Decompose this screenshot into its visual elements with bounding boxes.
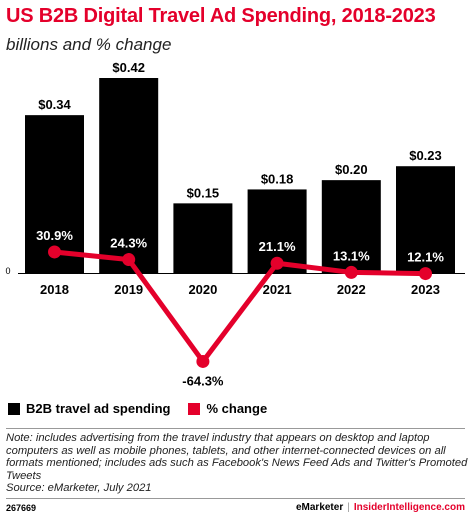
note-text: Note: includes advertising from the trav… [6,432,468,482]
x-tick-2020: 2020 [188,282,217,297]
legend-item-spending: B2B travel ad spending [8,401,170,416]
brand-name: eMarketer [295,502,344,513]
brand-site: InsiderIntelligence.com [353,502,465,513]
footer-divider [6,498,465,499]
legend-swatch-spending [8,402,20,415]
legend-label-change: % change [206,401,268,416]
change-point-2022 [344,265,358,279]
bar-label-2019: $0.42 [112,60,145,75]
change-label-2023: 12.1% [407,250,444,265]
bar-label-2022: $0.20 [335,162,368,177]
bar-label-2018: $0.34 [38,97,71,112]
footer-brand: eMarketer | InsiderIntelligence.com [296,502,465,513]
change-label-2022: 13.1% [333,248,370,263]
change-point-2019 [122,253,136,267]
chart-id: 267669 [6,503,37,513]
change-label-2019: 24.3% [110,236,147,251]
bar-label-2020: $0.15 [187,185,220,200]
legend-item-change: % change [188,401,267,416]
chart-title: US B2B Digital Travel Ad Spending, 2018-… [6,5,436,27]
change-point-2018 [48,245,61,259]
change-point-2020 [196,354,210,368]
change-line [54,249,426,364]
x-tick-2019: 2019 [114,282,143,297]
change-label-2021: 21.1% [259,239,296,254]
bar-2022 [321,180,381,273]
change-label-2018: 30.9% [36,228,73,243]
brand-separator: | [347,502,350,513]
bar-label-2023: $0.23 [409,148,442,163]
bar-2023 [396,166,455,273]
zero-label: 0 [5,266,10,276]
x-tick-2023: 2023 [411,282,440,297]
footnote: Note: includes advertising from the trav… [6,432,468,495]
x-tick-2022: 2022 [337,282,366,297]
chart-subtitle: billions and % change [6,35,172,54]
note-divider [6,428,465,429]
change-point-2021 [270,256,284,270]
legend-label-spending: B2B travel ad spending [26,401,171,416]
bar-2020 [173,203,233,273]
chart-area: $0.34 $0.42 $0.15 $0.18 $0.20 $0.23 0 2018 2019 2… [5,60,465,388]
x-tick-2021: 2021 [263,282,292,297]
x-tick-2018: 2018 [40,282,69,297]
change-label-2020: -64.3% [182,373,224,388]
change-point-2023 [419,267,432,281]
source-text: Source: eMarketer, July 2021 [6,482,152,495]
bar-2019 [99,78,159,273]
legend-swatch-change [188,402,201,415]
legend: B2B travel ad spending % change [8,401,285,416]
bar-label-2021: $0.18 [261,171,294,186]
